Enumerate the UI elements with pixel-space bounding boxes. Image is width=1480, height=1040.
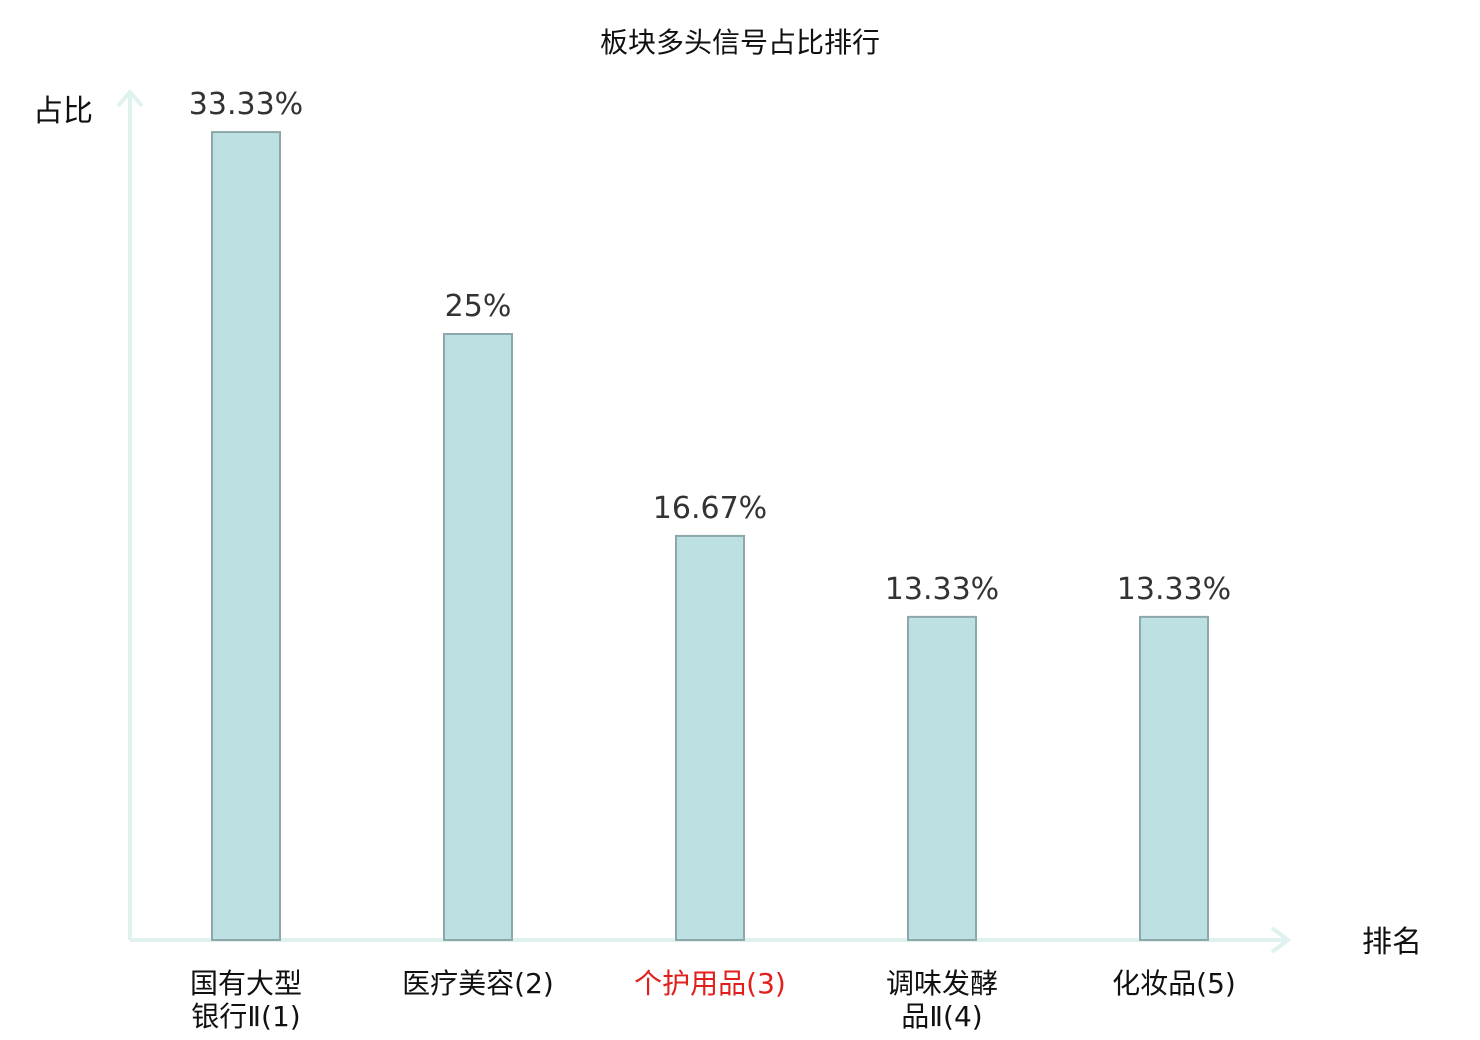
bar-1	[211, 131, 281, 941]
category-label-2: 医疗美容(2)	[402, 967, 554, 1000]
value-label-5: 13.33%	[1117, 572, 1231, 607]
category-label-2-line-1: 医疗美容(2)	[402, 967, 554, 1000]
bar-2	[443, 333, 513, 941]
category-label-3: 个护用品(3)	[634, 967, 786, 1000]
category-label-1-line-1: 国有大型	[190, 967, 302, 1000]
y-axis-arrow	[116, 88, 144, 108]
chart-title: 板块多头信号占比排行	[600, 26, 880, 59]
category-label-1: 国有大型银行Ⅱ(1)	[190, 967, 302, 1033]
category-label-5: 化妆品(5)	[1112, 967, 1236, 1000]
category-label-4: 调味发酵品Ⅱ(4)	[886, 967, 998, 1033]
y-axis-label: 占比	[33, 94, 93, 129]
category-label-1-line-2: 银行Ⅱ(1)	[191, 1000, 300, 1033]
category-label-4-line-2: 品Ⅱ(4)	[901, 1000, 982, 1033]
bars-group	[211, 131, 1209, 941]
value-labels-group: 33.33% 25% 16.67% 13.33% 13.33%	[189, 87, 1231, 607]
x-axis-arrow	[1270, 926, 1292, 954]
category-label-3-line-1: 个护用品(3)	[634, 967, 786, 1000]
bar-4	[907, 615, 977, 941]
value-label-3: 16.67%	[653, 491, 767, 526]
x-axis-label: 排名	[1362, 925, 1422, 960]
bar-5	[1139, 615, 1209, 941]
category-label-5-line-1: 化妆品(5)	[1112, 967, 1236, 1000]
value-label-1: 33.33%	[189, 87, 303, 122]
category-labels-group: 国有大型银行Ⅱ(1) 医疗美容(2) 个护用品(3) 调味发酵品Ⅱ(4) 化妆品(5)	[190, 967, 1236, 1033]
value-label-2: 25%	[445, 289, 512, 324]
category-label-4-line-1: 调味发酵	[886, 967, 998, 1000]
bar-3	[675, 534, 745, 941]
value-label-4: 13.33%	[885, 572, 999, 607]
